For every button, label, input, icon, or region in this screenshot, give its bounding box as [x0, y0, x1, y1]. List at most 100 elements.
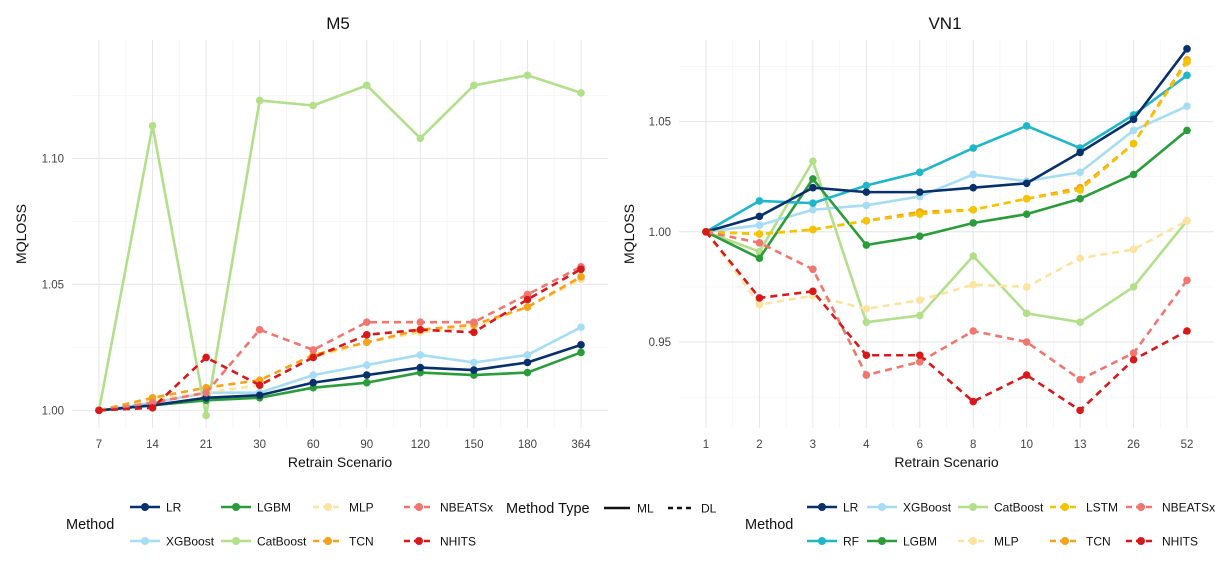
legend-label-lstm: LSTM [1086, 501, 1118, 515]
legend-label-xgboost: XGBoost [166, 535, 215, 549]
series-line-nhits [704, 230, 1188, 412]
series-line-nhits [98, 268, 582, 412]
x-tick-label: 3 [810, 439, 816, 451]
legend-key-point-mlp [324, 503, 332, 511]
x-tick-label: 21 [200, 439, 213, 451]
x-tick-label: 1 [703, 439, 709, 451]
series-line-lstm [705, 61, 1189, 236]
data-point-lr [915, 188, 924, 196]
data-point-catboost [148, 121, 157, 130]
chart-title: M5 [326, 14, 350, 33]
legend-right: Method LR RF XGBoost LGBM CatBoost MLP LSTM TCN N… [745, 501, 1215, 549]
data-point-lr [809, 183, 817, 192]
y-tick-label: 1.00 [649, 227, 671, 239]
data-point-nhits [309, 353, 318, 362]
data-point-lgbm [1076, 194, 1084, 203]
data-point-xgboost [362, 361, 371, 369]
data-point-lstm [809, 225, 817, 234]
legend-label-type-ml: ML [637, 502, 654, 516]
data-point-mlp [1076, 254, 1084, 263]
legend-method-type: Method Type ML DL [506, 501, 717, 517]
data-point-catboost [809, 157, 817, 166]
data-point-nhits [255, 381, 264, 389]
data-point-lstm [1183, 58, 1191, 66]
series-line-catboost [97, 73, 582, 417]
x-tick-label: 120 [411, 439, 430, 451]
x-tick-label: 8 [970, 439, 976, 451]
data-point-nbeatsx [416, 318, 425, 326]
data-point-nbeatsx [309, 346, 318, 354]
y-axis-label: MQLOSS [621, 204, 637, 264]
x-tick-label: 26 [1127, 439, 1140, 451]
legend-key-point-catboost [969, 503, 977, 511]
data-point-nhits [915, 351, 924, 360]
y-tick-label: 1.05 [649, 117, 671, 129]
series-line-nbeatsx [705, 230, 1189, 381]
data-point-nbeatsx [362, 318, 371, 326]
data-point-nbeatsx [202, 388, 210, 397]
data-point-nhits [148, 404, 157, 412]
data-point-lstm [862, 216, 871, 225]
data-point-nhits [202, 353, 210, 362]
data-point-catboost [577, 89, 585, 97]
panel-vn1: 0.95 1.00 1.05 1 2 3 4 6 8 10 13 26 52 VN1 Retrain Sce… [621, 14, 1214, 470]
data-point-nhits [969, 397, 978, 406]
legend-title-method-type: Method Type [506, 501, 590, 517]
data-point-catboost [1022, 309, 1031, 318]
data-point-catboost [416, 134, 425, 143]
legend-key-point-rf [818, 537, 826, 545]
series-line-mlp [704, 219, 1188, 311]
x-tick-label: 2 [756, 439, 762, 451]
data-point-lr [362, 371, 371, 379]
data-point-lr [1183, 45, 1191, 53]
legend-label-nbeatsx: NBEATSx [440, 501, 493, 515]
series-line-lgbm [705, 129, 1188, 260]
data-point-lgbm [969, 219, 978, 227]
data-point-nbeatsx [1183, 276, 1191, 285]
legend-label-lr: LR [843, 501, 859, 515]
data-point-rf [809, 199, 817, 207]
legend-left: Method LR XGBoost LGBM CatBoost MLP TCN NBEATSx… [66, 501, 493, 549]
data-point-catboost [915, 311, 924, 320]
data-point-rf [969, 144, 978, 152]
data-point-nhits [416, 325, 425, 334]
legend-key-point-nhits [415, 537, 423, 545]
data-point-lstm [1129, 139, 1138, 148]
data-point-catboost [202, 411, 210, 420]
series-line-lr [705, 48, 1189, 234]
data-point-nhits [755, 294, 764, 302]
legend-label-nhits: NHITS [440, 535, 476, 549]
x-tick-label: 60 [307, 439, 320, 451]
y-tick-label: 1.00 [42, 405, 64, 417]
data-point-lgbm [862, 241, 871, 249]
data-point-lr [862, 188, 871, 196]
legend-key-point-mlp [969, 537, 977, 545]
data-point-nhits [862, 351, 871, 360]
data-point-lgbm [523, 368, 532, 377]
data-point-catboost [1076, 318, 1084, 326]
x-tick-label: 30 [253, 439, 266, 451]
data-point-nhits [702, 227, 710, 236]
x-axis-label: Retrain Scenario [894, 454, 998, 470]
data-point-catboost [470, 81, 478, 90]
legend-label-tcn: TCN [1086, 535, 1111, 549]
data-point-mlp [969, 280, 978, 289]
data-point-xgboost [1076, 168, 1084, 177]
data-point-xgboost [470, 358, 478, 367]
legend-key-point-nbeatsx [1137, 503, 1145, 511]
data-point-nhits [577, 265, 585, 274]
data-point-tcn [362, 338, 371, 347]
legend-key-point-catboost [232, 537, 240, 545]
data-point-lstm [969, 205, 978, 214]
legend-key-point-tcn [324, 537, 332, 545]
data-point-xgboost [577, 323, 585, 332]
data-point-xgboost [1183, 102, 1191, 110]
legend-key-point-lr [818, 503, 826, 511]
data-point-lr [470, 366, 478, 374]
data-point-nhits [470, 328, 478, 337]
data-point-nhits [1076, 406, 1084, 415]
data-point-nhits [1129, 355, 1138, 364]
data-point-lgbm [809, 175, 817, 183]
data-point-nbeatsx [1022, 338, 1031, 346]
